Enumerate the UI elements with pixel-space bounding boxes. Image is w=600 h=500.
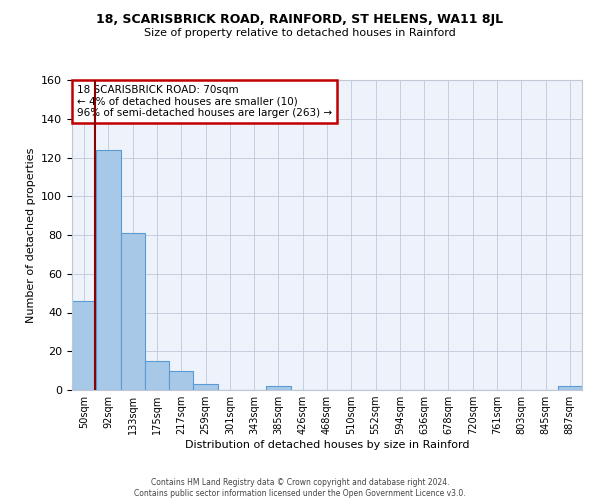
Bar — [169, 370, 193, 390]
Text: 18, SCARISBRICK ROAD, RAINFORD, ST HELENS, WA11 8JL: 18, SCARISBRICK ROAD, RAINFORD, ST HELEN… — [97, 12, 503, 26]
Bar — [72, 301, 96, 390]
Bar — [96, 150, 121, 390]
Bar — [558, 386, 582, 390]
Bar — [266, 386, 290, 390]
X-axis label: Distribution of detached houses by size in Rainford: Distribution of detached houses by size … — [185, 440, 469, 450]
Bar — [121, 233, 145, 390]
Text: Contains HM Land Registry data © Crown copyright and database right 2024.
Contai: Contains HM Land Registry data © Crown c… — [134, 478, 466, 498]
Bar — [145, 361, 169, 390]
Text: 18 SCARISBRICK ROAD: 70sqm
← 4% of detached houses are smaller (10)
96% of semi-: 18 SCARISBRICK ROAD: 70sqm ← 4% of detac… — [77, 84, 332, 118]
Bar — [193, 384, 218, 390]
Y-axis label: Number of detached properties: Number of detached properties — [26, 148, 35, 322]
Text: Size of property relative to detached houses in Rainford: Size of property relative to detached ho… — [144, 28, 456, 38]
